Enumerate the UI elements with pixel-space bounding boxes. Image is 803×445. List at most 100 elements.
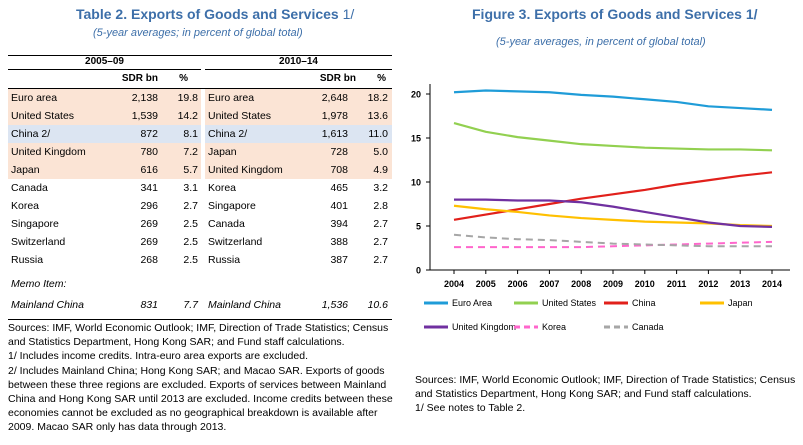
y-tick-label: 15 <box>411 134 421 144</box>
series-line-japan <box>453 204 773 228</box>
legend-label-canada: Canada <box>632 322 664 332</box>
table-row: Russia 268 2.5 <box>8 251 201 269</box>
series-line-us <box>453 121 773 152</box>
table-subtitle: (5-year averages; in percent of global t… <box>93 27 303 39</box>
period-left-label: 2005–09 <box>85 56 124 67</box>
country-name: Korea <box>11 200 40 212</box>
country-name: Japan <box>208 146 237 158</box>
table-row: Russia 387 2.7 <box>205 251 392 269</box>
table-bottom-rule <box>8 319 392 320</box>
figure-subtitle: (5-year averages, in percent of global t… <box>496 36 706 48</box>
col-sdr-left: SDR bn <box>121 73 158 84</box>
sdr-value: 2,138 <box>131 92 158 104</box>
sdr-value: 394 <box>330 218 348 230</box>
country-name: Mainland China <box>11 299 84 311</box>
country-name: Euro area <box>11 92 58 104</box>
note-line: 1/ Includes income credits. Intra-euro a… <box>8 350 308 363</box>
sdr-value: 708 <box>330 164 348 176</box>
country-name: Russia <box>11 254 44 266</box>
legend-label-korea: Korea <box>542 322 566 332</box>
figure-title: Figure 3. Exports of Goods and Services … <box>472 6 758 22</box>
pct-value: 7.7 <box>183 299 198 311</box>
country-name: Korea <box>208 182 237 194</box>
table-row: Canada 341 3.1 <box>8 179 201 197</box>
table-row: Switzerland 388 2.7 <box>205 233 392 251</box>
country-name: Singapore <box>208 200 256 212</box>
sdr-value: 387 <box>330 254 348 266</box>
country-name: Japan <box>11 164 40 176</box>
x-tick-label: 2013 <box>730 279 750 289</box>
table-row: Japan 728 5.0 <box>205 143 392 161</box>
note-line: and Statistics Department, Hong Kong SAR… <box>8 336 345 349</box>
sdr-value: 872 <box>140 128 158 140</box>
table-row: China 2/872 8.1 <box>8 125 201 143</box>
table-row: United Kingdom 708 4.9 <box>205 161 392 179</box>
country-name: United States <box>208 110 272 122</box>
pct-value: 2.7 <box>373 254 388 266</box>
legend-label-us: United States <box>542 298 597 308</box>
col-pct-right: % <box>377 73 386 84</box>
y-tick-label: 5 <box>416 222 421 232</box>
header-bottom-rule <box>8 88 392 89</box>
series-line-china <box>453 171 773 221</box>
series-line-euro <box>453 89 773 111</box>
x-tick-label: 2009 <box>603 279 623 289</box>
pct-value: 2.5 <box>183 218 198 230</box>
pct-value: 18.2 <box>367 92 388 104</box>
note-line: between these three regions are excluded… <box>8 378 387 391</box>
note-line: China and Hong Kong SAR until 2013 are e… <box>8 393 393 406</box>
x-tick-label: 2008 <box>571 279 591 289</box>
series-line-canada <box>453 233 772 248</box>
legend-label-japan: Japan <box>728 298 753 308</box>
series-line-uk <box>454 198 773 228</box>
sdr-value: 269 <box>140 218 158 230</box>
sdr-value: 728 <box>330 146 348 158</box>
legend-label-uk: United Kingdom <box>452 322 516 332</box>
table-title: Table 2. Exports of Goods and Services 1… <box>76 6 354 22</box>
x-tick-label: 2011 <box>667 279 687 289</box>
note-line: 1/ See notes to Table 2. <box>415 402 526 415</box>
x-tick-label: 2012 <box>698 279 718 289</box>
pct-value: 13.6 <box>367 110 388 122</box>
pct-value: 2.7 <box>183 200 198 212</box>
table-row: United States 1,539 14.2 <box>8 107 201 125</box>
country-name: Euro area <box>208 92 255 104</box>
x-tick-label: 2014 <box>762 279 782 289</box>
column-header-row: SDR bn % SDR bn % <box>8 70 392 88</box>
table-row: Euro area 2,138 19.8 <box>8 89 201 107</box>
pct-value: 2.8 <box>373 200 388 212</box>
country-name: Switzerland <box>11 236 66 248</box>
period-right-label: 2010–14 <box>279 56 318 67</box>
table-row: United Kingdom 780 7.2 <box>8 143 201 161</box>
table-row: China 2/1,613 11.0 <box>205 125 392 143</box>
chart-axes: 0 5 10 15 20 2004 2005 2006 2007 2008 2009 2010 2011… <box>411 84 790 289</box>
period-left-rule <box>8 69 201 70</box>
sdr-value: 465 <box>330 182 348 194</box>
x-tick-label: 2005 <box>476 279 496 289</box>
y-tick-label: 10 <box>411 178 421 188</box>
sdr-value: 401 <box>330 200 348 212</box>
pct-value: 2.7 <box>373 236 388 248</box>
x-tick-label: 2010 <box>635 279 655 289</box>
table-title-note: 1/ <box>342 6 355 22</box>
country-name: Canada <box>11 182 48 194</box>
country-name: China 2/ <box>11 128 51 140</box>
table-notes: Sources: IMF, World Economic Outlook; IM… <box>8 321 393 435</box>
sdr-value: 1,978 <box>321 110 348 122</box>
sdr-value: 1,539 <box>131 110 158 122</box>
pct-value: 4.9 <box>373 164 388 176</box>
legend-label-china: China <box>632 298 656 308</box>
memo-label-text: Memo Item: <box>11 278 67 290</box>
series-line-korea <box>454 240 773 249</box>
sdr-value: 2,648 <box>321 92 348 104</box>
pct-value: 2.5 <box>183 254 198 266</box>
x-tick-label: 2004 <box>444 279 464 289</box>
country-name: United States <box>11 110 75 122</box>
legend-label-euro: Euro Area <box>452 298 492 308</box>
country-name: United Kingdom <box>11 146 86 158</box>
x-tick-label: 2006 <box>508 279 528 289</box>
chart-lines <box>453 89 773 249</box>
country-name: Singapore <box>11 218 59 230</box>
pct-value: 8.1 <box>183 128 198 140</box>
sdr-value: 341 <box>140 182 158 194</box>
